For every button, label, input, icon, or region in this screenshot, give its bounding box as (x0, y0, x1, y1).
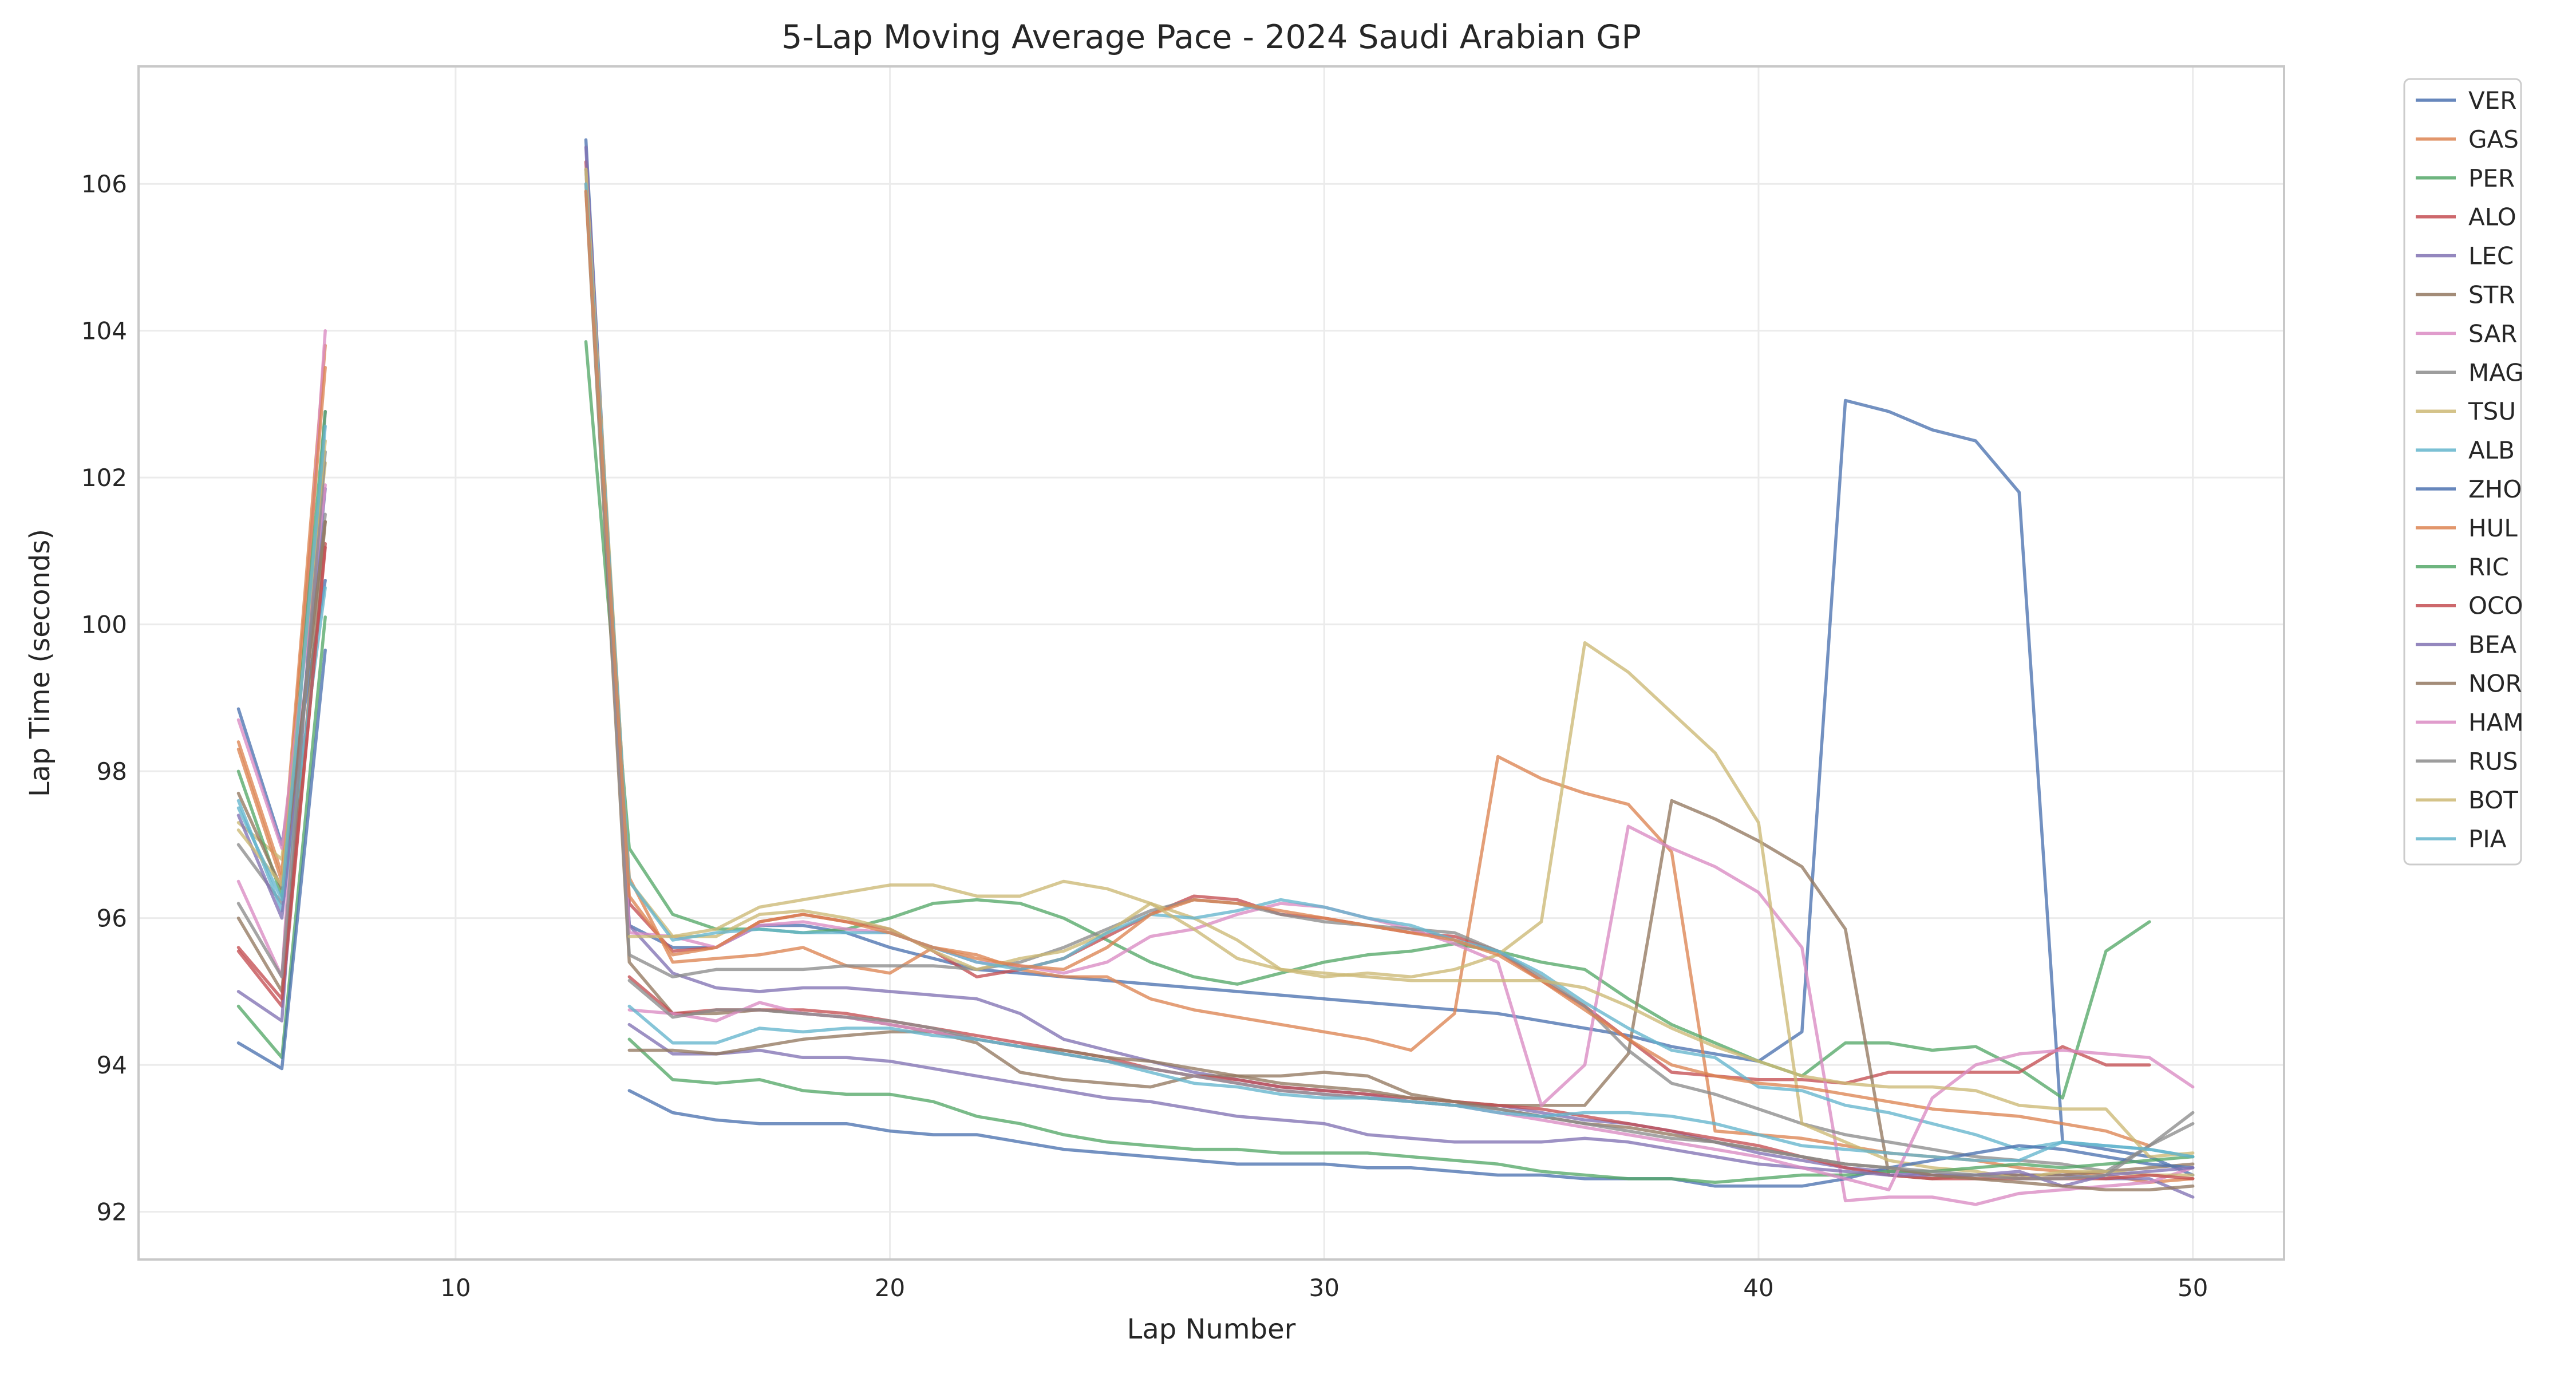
x-axis-ticks: 10 20 30 40 50 (440, 1274, 2208, 1302)
x-axis-label: Lap Number (1127, 1313, 1296, 1345)
y-tick-label: 104 (81, 317, 127, 345)
legend-label-oco: OCO (2468, 592, 2523, 620)
y-tick-label: 98 (97, 757, 127, 785)
series-line-sar (584, 167, 2195, 1206)
series-line-rus (236, 450, 327, 979)
legend-label-bot: BOT (2468, 786, 2518, 814)
legend-label-alo: ALO (2468, 203, 2516, 231)
legend-label-pia: PIA (2468, 825, 2507, 853)
x-tick-label: 30 (1309, 1274, 1340, 1302)
legend-label-bea: BEA (2468, 631, 2516, 659)
series-line-pia (627, 1004, 2195, 1162)
legend-label-tsu: TSU (2468, 397, 2516, 425)
series-layer (236, 138, 2195, 1206)
y-tick-label: 92 (97, 1198, 127, 1226)
legend-label-ham: HAM (2468, 708, 2524, 736)
legend-label-ver: VER (2468, 86, 2516, 114)
series-zho (236, 648, 2195, 1188)
x-tick-label: 20 (875, 1274, 905, 1302)
series-line-mag (584, 167, 2195, 1173)
series-line-oco (236, 546, 327, 1001)
series-line-zho (236, 648, 327, 1071)
series-line-ham (236, 483, 327, 850)
series-line-ver (584, 138, 2195, 1177)
grid-lines (139, 66, 2284, 1260)
y-tick-label: 96 (97, 905, 127, 933)
y-tick-label: 100 (81, 611, 127, 639)
legend-label-ric: RIC (2468, 553, 2509, 581)
series-line-hul (584, 189, 2151, 1147)
x-tick-label: 50 (2178, 1274, 2208, 1302)
y-axis-label: Lap Time (seconds) (24, 529, 56, 797)
legend-label-sar: SAR (2468, 319, 2517, 348)
legend-label-gas: GAS (2468, 125, 2519, 153)
y-tick-label: 94 (97, 1051, 127, 1079)
chart-title: 5-Lap Moving Average Pace - 2024 Saudi A… (781, 18, 1641, 56)
series-line-bot (627, 879, 2195, 1159)
legend-label-mag: MAG (2468, 358, 2524, 386)
series-line-pia (236, 424, 327, 902)
legend-label-str: STR (2468, 281, 2515, 309)
y-tick-label: 102 (81, 464, 127, 492)
series-line-alb (584, 182, 2195, 1159)
series-line-nor (627, 1030, 2195, 1191)
legend-label-rus: RUS (2468, 747, 2518, 775)
legend-frame (2403, 78, 2522, 866)
legend-label-alb: ALB (2468, 436, 2515, 464)
series-line-tsu (584, 167, 2195, 1180)
legend: VER GAS PER ALO LEC STR SAR MAG TSU ALB ZHO HUL RIC O… (2403, 78, 2524, 866)
legend-label-per: PER (2468, 164, 2515, 192)
series-pia (236, 424, 2195, 1162)
y-tick-label: 106 (81, 170, 127, 198)
x-tick-label: 40 (1743, 1274, 1773, 1302)
plot-frame (137, 65, 2285, 1261)
y-axis-ticks: 92 94 96 98 100 102 104 106 (81, 170, 127, 1226)
x-tick-label: 10 (440, 1274, 471, 1302)
legend-label-nor: NOR (2468, 670, 2522, 698)
series-line-zho (627, 1089, 2195, 1188)
legend-label-lec: LEC (2468, 242, 2514, 270)
legend-label-hul: HUL (2468, 514, 2518, 542)
legend-label-zho: ZHO (2468, 475, 2522, 503)
